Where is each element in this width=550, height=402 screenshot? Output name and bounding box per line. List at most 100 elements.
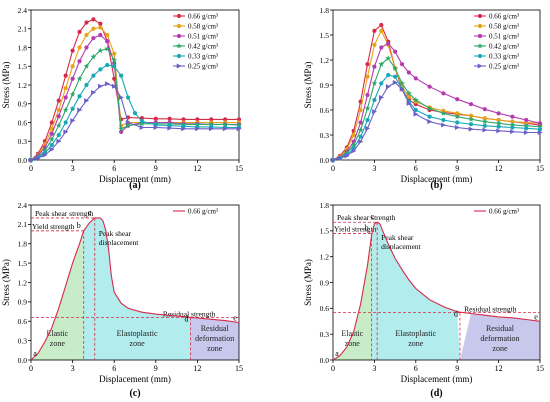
x-tick-label: 12 — [495, 364, 503, 373]
data-point — [406, 70, 411, 75]
y-axis-label: Stress (MPa) — [303, 259, 313, 306]
data-point — [56, 98, 61, 103]
data-point — [358, 107, 363, 113]
point-label: d — [184, 314, 188, 323]
data-point — [379, 45, 384, 50]
y-axis-label: Stress (MPa) — [303, 62, 313, 109]
panel-label: (d) — [430, 388, 442, 399]
data-point — [441, 117, 446, 123]
data-point — [372, 28, 377, 33]
legend-label: 0.25 g/cm³ — [188, 63, 218, 71]
data-point — [358, 120, 363, 125]
point-label: c — [370, 212, 374, 221]
x-tick-label: 6 — [414, 164, 418, 173]
data-point — [139, 125, 145, 130]
data-point — [167, 125, 173, 131]
y-tick-label: 0.9 — [18, 298, 28, 307]
legend: 0.66 g/cm³ 0.58 g/cm³ 0.51 g/cm³ 0.42 g/cm³… — [474, 13, 519, 71]
data-point — [119, 73, 124, 78]
legend-marker — [176, 23, 182, 29]
panel-label: (a) — [129, 180, 141, 191]
point-label: e — [233, 314, 237, 323]
data-point — [523, 130, 529, 135]
data-point — [455, 120, 460, 125]
y-tick-label: 0.9 — [320, 278, 330, 287]
data-point — [379, 81, 384, 86]
data-point — [496, 124, 501, 129]
data-point — [372, 109, 378, 115]
data-point — [62, 107, 69, 113]
data-point — [91, 17, 96, 22]
data-point — [56, 132, 61, 138]
data-point — [330, 157, 336, 163]
x-tick-label: 15 — [536, 364, 544, 373]
data-point — [98, 83, 104, 89]
y-tick-label: 2.1 — [18, 220, 28, 229]
data-point — [98, 67, 103, 72]
data-point — [236, 122, 242, 128]
y-tick-label: 2.4 — [18, 201, 28, 210]
data-point — [468, 122, 474, 127]
data-point — [385, 84, 391, 90]
x-tick-label: 9 — [154, 364, 158, 373]
zone-label: zone — [207, 344, 223, 353]
y-tick-label: 0.9 — [320, 81, 330, 90]
data-point — [365, 117, 370, 123]
x-tick-label: 6 — [414, 364, 418, 373]
data-point — [337, 155, 343, 161]
data-point — [139, 119, 145, 124]
data-point — [223, 117, 228, 122]
point-label: a — [33, 349, 37, 358]
data-point — [440, 110, 447, 116]
zone-label: zone — [345, 339, 361, 348]
data-point — [63, 95, 68, 100]
y-tick-label: 0.3 — [320, 131, 330, 140]
legend: 0.66 g/cm³ 0.58 g/cm³ 0.51 g/cm³ 0.42 g/cm³… — [173, 13, 218, 71]
x-tick-label: 9 — [455, 164, 459, 173]
y-tick-label: 1.5 — [18, 259, 28, 268]
data-point — [91, 73, 96, 78]
data-point — [482, 123, 487, 128]
annotation-line: Peak shear — [381, 233, 414, 242]
data-point — [386, 72, 391, 78]
data-point — [125, 120, 131, 125]
data-point — [351, 132, 356, 138]
zone-area — [31, 230, 84, 360]
y-tick-label: 1.5 — [18, 62, 28, 71]
data-point — [70, 76, 75, 81]
data-point — [84, 82, 89, 88]
reference-line-label: Yield strength — [334, 224, 377, 233]
y-tick-label: 1.8 — [320, 201, 330, 210]
data-point — [195, 117, 200, 122]
data-point — [454, 113, 461, 120]
data-point — [524, 126, 529, 131]
data-point — [496, 111, 501, 116]
data-point — [371, 80, 378, 86]
data-point — [406, 100, 412, 106]
series-line — [30, 83, 239, 161]
data-point — [441, 122, 447, 128]
x-tick-label: 0 — [331, 364, 335, 373]
zone-label: Residual — [486, 324, 515, 333]
y-tick-label: 0.0 — [320, 356, 330, 365]
zone-area — [333, 235, 372, 360]
data-point — [399, 86, 405, 92]
data-point — [49, 131, 54, 136]
annotation-line: displacement — [381, 242, 421, 251]
y-tick-label: 0.3 — [18, 137, 28, 146]
x-tick-label: 9 — [455, 364, 459, 373]
y-tick-label: 1.8 — [320, 6, 330, 15]
data-point — [56, 107, 61, 113]
data-point — [118, 125, 124, 132]
data-point — [111, 83, 117, 89]
data-point — [70, 118, 76, 124]
data-point — [97, 47, 104, 54]
x-tick-label: 3 — [372, 164, 376, 173]
x-axis-label: Displacement (mm) — [99, 374, 171, 384]
x-axis-label: Displacement (mm) — [401, 374, 473, 384]
chart-panel-b: 0 3 6 9 12 15 0.0 0.3 0.6 0.9 1.2 1.5 1.8 Displacemen… — [303, 6, 544, 191]
data-point — [379, 95, 384, 100]
data-point — [209, 117, 214, 122]
legend-label: 0.66 g/cm³ — [489, 13, 519, 21]
data-point — [112, 51, 117, 56]
